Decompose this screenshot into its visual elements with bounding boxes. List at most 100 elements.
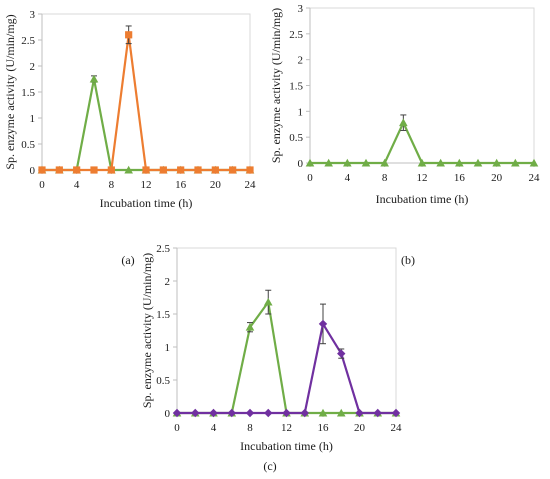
- panel-a-series-1-point: [124, 165, 133, 174]
- panel-b-y-tick-label: 0: [298, 158, 304, 170]
- panel-b-y-axis-label: Sp. enzyme activity (U/min/mg): [269, 8, 283, 163]
- panel-a-series-2-point: [211, 166, 219, 174]
- panel-b-series-1-line: [310, 121, 534, 165]
- panel-c-series-1-point: [263, 297, 273, 306]
- panel-c-chart: (c) 0 0.5 1 1.5 2 2.5 0 4 8 12 16 20 24 Incubation ti…: [140, 243, 402, 473]
- panel-c-series-1-line: [177, 301, 396, 415]
- panel-c-x-axis-label: Incubation time (h): [240, 439, 333, 453]
- panel-c-x-tick-label: 4: [211, 422, 217, 434]
- panel-b-y-tick-label: 2: [298, 55, 304, 67]
- panel-b-x-tick-label: 20: [491, 172, 503, 184]
- panel-a-label: (a): [121, 253, 134, 267]
- panel-c-series-2-point: [282, 408, 291, 418]
- panel-b-series-1-point: [511, 158, 520, 167]
- panel-c-label: (c): [263, 459, 276, 473]
- panel-c-y-tick-label: 1.5: [156, 309, 170, 321]
- panel-b-x-tick-label: 12: [417, 172, 428, 184]
- panel-c-series-1-point: [336, 408, 346, 417]
- panel-b-x-tick-label: 16: [454, 172, 466, 184]
- panel-c-y-tick-label: 2: [165, 276, 171, 288]
- panel-c-series-2-point: [227, 408, 236, 418]
- panel-a-series-2-point: [177, 166, 185, 174]
- panel-c-series-2-point: [172, 408, 182, 418]
- panel-c-y-axis-label: Sp. enzyme activity (U/min/mg): [140, 253, 154, 408]
- panel-c-series-2-point: [373, 408, 382, 418]
- panel-b-series-1-point: [380, 158, 389, 167]
- panel-b-series-1-point: [529, 158, 539, 167]
- panel-c-series-2-point: [300, 408, 309, 418]
- panel-c-series-2-point: [264, 408, 273, 418]
- panel-c-series-2-point: [391, 408, 401, 418]
- panel-a-y-axis-label: Sp. enzyme activity (U/min/mg): [3, 14, 17, 169]
- panel-a-plot-frame: [41, 13, 251, 171]
- panel-c-series-2-point: [191, 408, 200, 418]
- panel-c-series-2-point: [209, 408, 218, 418]
- panel-a-series-2-point: [107, 166, 115, 174]
- panel-c-y-tick-label: 2.5: [156, 243, 170, 255]
- panel-b-x-tick-label: 24: [529, 172, 541, 184]
- panel-b-y-tick-label: 0.5: [289, 132, 303, 144]
- panel-c-series-2-point: [245, 408, 255, 418]
- panel-a-y-tick-label: 1: [30, 113, 36, 125]
- panel-a-series-2-point: [159, 166, 167, 174]
- panel-b-series-1-point: [361, 158, 371, 167]
- panel-b-y-tick-label: 1.5: [289, 81, 303, 93]
- panel-a-y-tick-label: 1.5: [21, 87, 35, 99]
- panel-a-x-tick-label: 12: [141, 179, 152, 191]
- panel-a-series-2-point: [125, 31, 133, 39]
- panel-b-y-tick-label: 3: [298, 3, 304, 15]
- panel-c-x-tick-label: 24: [391, 422, 403, 434]
- panel-b-x-axis-label: Incubation time (h): [376, 192, 469, 206]
- panel-c-series-2-point: [355, 408, 364, 418]
- panel-b-y-tick-label: 2.5: [289, 29, 303, 41]
- panel-b-chart: (b) 0 0.5 1 1.5 2 2.5 3 0 4 8 12 16 20 24 Incubation t…: [269, 3, 540, 267]
- panel-b-plot-frame: [309, 7, 535, 164]
- panel-a-x-tick-label: 4: [74, 179, 80, 191]
- panel-a-x-tick-label: 24: [245, 179, 257, 191]
- panel-b-label: (b): [401, 253, 415, 267]
- panel-a-x-tick-label: 0: [39, 179, 45, 191]
- panel-a-x-axis-label: Incubation time (h): [100, 196, 193, 210]
- panel-c-x-tick-label: 20: [354, 422, 366, 434]
- panel-a-x-tick-label: 8: [109, 179, 115, 191]
- panel-b-series-1-point: [455, 158, 464, 167]
- panel-b-x-tick-label: 0: [307, 172, 313, 184]
- panel-a-chart: (a) 0 0.5 1 1.5 2 2.5 3 0 4 8 12 16 20 24 Incubation t…: [3, 9, 256, 267]
- panel-c-x-tick-label: 0: [174, 422, 180, 434]
- panel-b-y-tick-label: 1: [298, 106, 304, 118]
- panel-a-series-2-line: [42, 33, 250, 172]
- panel-b-series-1-point: [417, 158, 427, 167]
- panel-c-x-tick-label: 8: [247, 422, 253, 434]
- panel-a-y-tick-label: 2: [30, 61, 36, 73]
- panel-b-series-1-point: [436, 158, 445, 167]
- panel-a-y-tick-label: 3: [30, 9, 36, 21]
- panel-b-series-1-point: [399, 118, 408, 127]
- panel-a-series-2-point: [246, 166, 254, 174]
- panel-a-x-tick-label: 16: [175, 179, 187, 191]
- panel-a-y-tick-label: 0.5: [21, 139, 35, 151]
- panel-b-series-1-point: [473, 158, 483, 167]
- panel-a-series-2-point: [229, 166, 237, 174]
- panel-b-series-1-point: [324, 158, 333, 167]
- panel-a-series-2-point: [38, 166, 46, 174]
- panel-a-y-tick-label: 2.5: [21, 35, 35, 47]
- panel-a-series-2-point: [142, 166, 150, 174]
- panel-a-series-2-point: [73, 166, 81, 174]
- panel-b-series-1-point: [343, 158, 352, 167]
- panel-c-x-tick-label: 16: [318, 422, 330, 434]
- panel-b-x-tick-label: 4: [345, 172, 351, 184]
- panel-c-series-2-point: [318, 319, 328, 329]
- panel-a-series-2-point: [90, 166, 98, 174]
- panel-c-series-1-point: [318, 408, 328, 417]
- panel-a-series-2-point: [194, 166, 202, 174]
- panel-c-plot-frame: [176, 247, 397, 414]
- panel-b-series-1-point: [305, 158, 315, 167]
- panel-c-x-tick-label: 12: [281, 422, 292, 434]
- panel-c-y-tick-label: 0: [165, 408, 171, 420]
- panel-a-x-tick-label: 20: [210, 179, 222, 191]
- panel-c-series-1-point: [245, 322, 255, 331]
- panel-b-x-tick-label: 8: [382, 172, 388, 184]
- panel-a-series-2-point: [55, 166, 63, 174]
- panel-c-y-tick-label: 0.5: [156, 375, 170, 387]
